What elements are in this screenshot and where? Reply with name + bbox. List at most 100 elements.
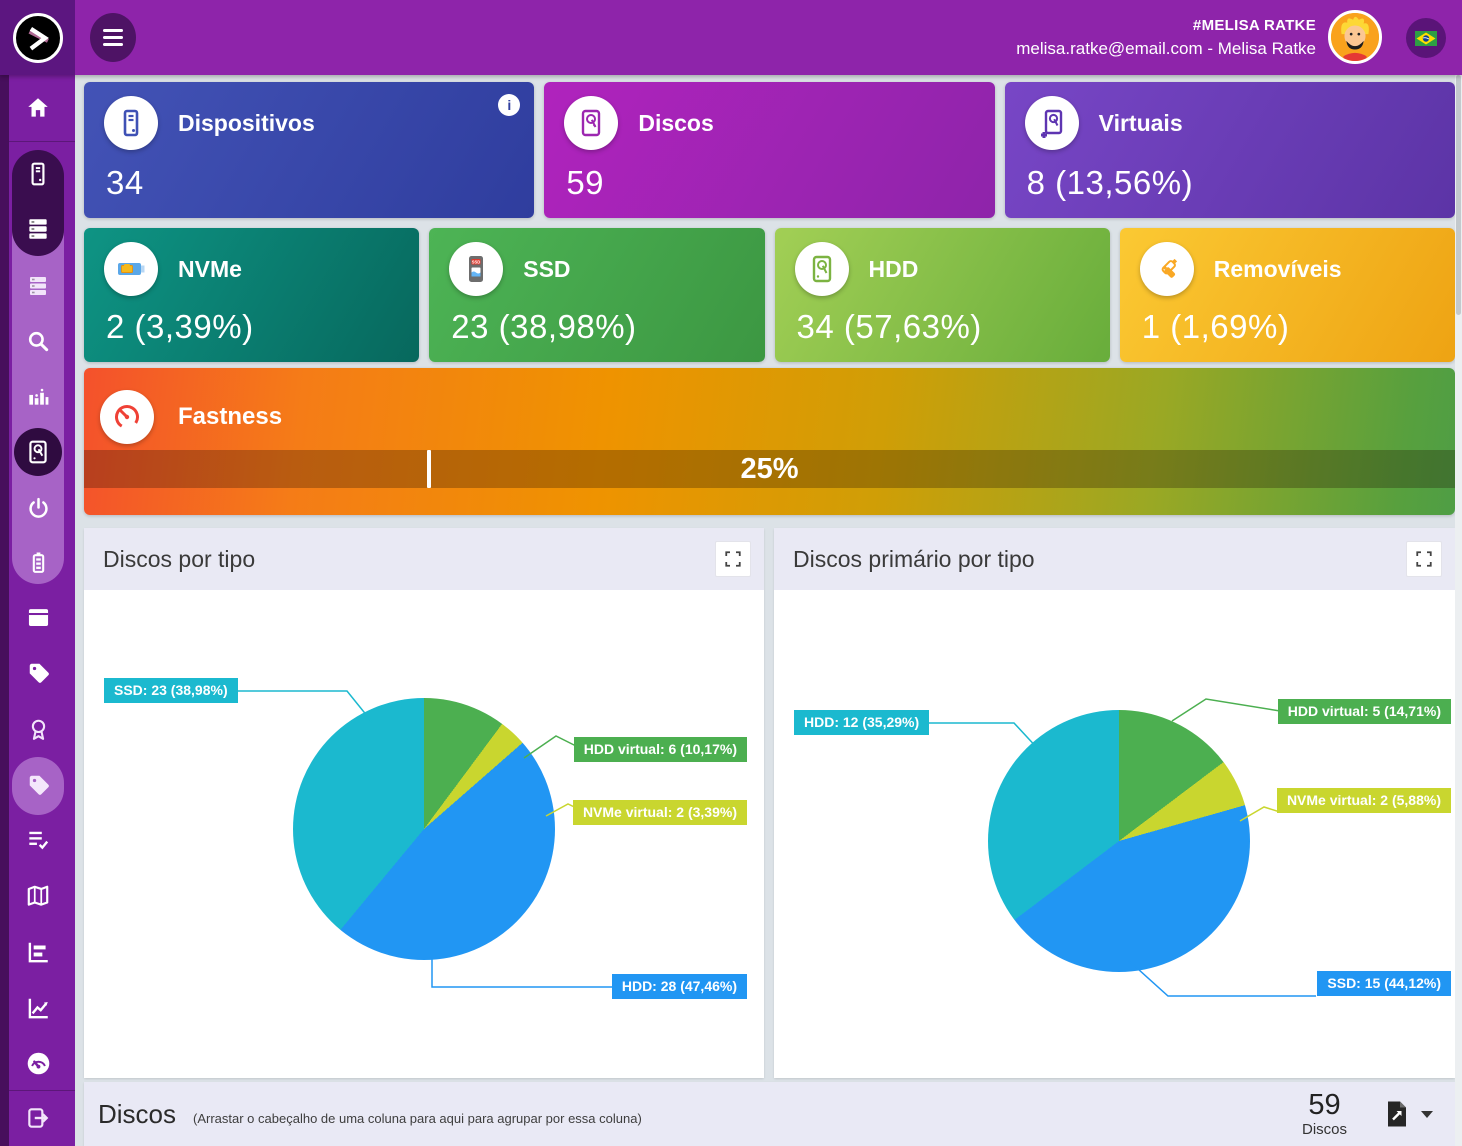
- pie-callout-nvme-virtual: NVMe virtual: 2 (3,39%): [572, 800, 747, 825]
- sidebar-item-devices[interactable]: [12, 154, 64, 194]
- panel-header: Discos por tipo: [84, 528, 764, 590]
- sidebar: [0, 75, 75, 1146]
- gauge-icon: [27, 1052, 49, 1074]
- device-tower-icon: [104, 96, 158, 150]
- sidebar-item-gauge[interactable]: [12, 1043, 64, 1083]
- card-value: 8 (13,56%): [1026, 164, 1194, 201]
- card-nvme[interactable]: NVMe 2 (3,39%): [84, 228, 420, 362]
- panel-title: Discos primário por tipo: [793, 545, 1035, 572]
- menu-toggle-button[interactable]: [90, 13, 136, 62]
- ssd-icon: SSD: [449, 242, 504, 296]
- export-dropdown-caret[interactable]: [1421, 1110, 1433, 1118]
- user-avatar[interactable]: [1328, 10, 1382, 64]
- sidebar-item-tasks[interactable]: [12, 820, 64, 860]
- user-name: #MELISA RATKE: [1192, 16, 1316, 34]
- sidebar-divider: [9, 141, 75, 142]
- export-file-icon: [1388, 1101, 1406, 1127]
- card-value: 34 (57,63%): [796, 308, 982, 345]
- sidebar-item-battery[interactable]: [12, 542, 64, 582]
- logout-icon: [28, 1108, 49, 1128]
- panel-discos-primario-por-tipo: Discos primário por tipo HDD: 12 (35,29%…: [774, 528, 1455, 1078]
- brazil-flag-icon: [1415, 30, 1437, 46]
- summary-cards-row-2: NVMe 2 (3,39%) SSD SSD 23 (38,98%): [84, 228, 1455, 362]
- sidebar-item-power[interactable]: [12, 488, 64, 528]
- sidebar-item-map[interactable]: [12, 876, 64, 916]
- sidebar-item-search[interactable]: [12, 321, 64, 361]
- topbar: #MELISA RATKE melisa.ratke@email.com - M…: [0, 0, 1462, 75]
- fastness-value: 25%: [740, 452, 799, 485]
- horizontal-bars-chart-icon: [28, 942, 48, 963]
- pie-callout-hdd-virtual: HDD virtual: 5 (14,71%): [1277, 699, 1451, 724]
- tag-icon: [29, 663, 49, 683]
- nvme-icon: [104, 242, 158, 296]
- logo-icon: [12, 12, 63, 63]
- export-control[interactable]: [1385, 1100, 1433, 1128]
- bar-chart-icon: [29, 388, 49, 405]
- fullscreen-icon: [1416, 551, 1432, 567]
- sidebar-item-tag-alt[interactable]: [12, 765, 64, 805]
- scrollbar-thumb[interactable]: [1456, 75, 1461, 315]
- server-stack-icon: [29, 219, 47, 239]
- pie-callout-hdd: HDD: 12 (35,29%): [794, 710, 930, 735]
- card-dispositivos[interactable]: Dispositivos 34 i: [84, 82, 535, 218]
- svg-text:SSD: SSD: [472, 259, 481, 264]
- group-by-hint[interactable]: (Arrastar o cabeçalho de uma coluna para…: [193, 1111, 642, 1126]
- card-value: 59: [566, 164, 605, 201]
- virtual-disk-icon: [1024, 96, 1079, 150]
- info-icon[interactable]: i: [498, 94, 521, 116]
- card-label: Discos: [638, 109, 714, 136]
- record-count: 59 Discos: [1302, 1089, 1347, 1138]
- panel-discos-por-tipo: Discos por tipo SSD: 23 (38,98%) HDD vir…: [84, 528, 764, 1078]
- battery-icon: [32, 552, 44, 573]
- card-value: 2 (3,39%): [106, 308, 254, 345]
- pie-chart-discos-primario[interactable]: [988, 710, 1250, 972]
- hdd-icon: [794, 242, 849, 296]
- sidebar-item-window[interactable]: [12, 597, 64, 637]
- card-label: Dispositivos: [178, 109, 315, 136]
- pie-chart-area: SSD: 23 (38,98%) HDD virtual: 6 (10,17%)…: [84, 590, 764, 1078]
- card-removiveis[interactable]: Removíveis 1 (1,69%): [1119, 228, 1455, 362]
- panel-title: Discos por tipo: [103, 545, 256, 572]
- sidebar-item-bar-chart[interactable]: [12, 932, 64, 972]
- sidebar-divider: [9, 1090, 75, 1091]
- sidebar-item-line-chart[interactable]: [12, 988, 64, 1028]
- fastness-panel[interactable]: Fastness 25%: [84, 368, 1455, 515]
- user-info: #MELISA RATKE melisa.ratke@email.com - M…: [1016, 0, 1316, 75]
- card-label: SSD: [523, 255, 571, 282]
- fastness-tick[interactable]: [426, 450, 431, 488]
- discos-table-header: Discos (Arrastar o cabeçalho de uma colu…: [84, 1082, 1455, 1146]
- panel-header: Discos primário por tipo: [774, 528, 1455, 590]
- sidebar-item-certificate[interactable]: [12, 709, 64, 749]
- sidebar-item-statistics[interactable]: [12, 376, 64, 416]
- expand-button[interactable]: [1406, 541, 1442, 577]
- main-content: Dispositivos 34 i Discos 59: [75, 75, 1462, 1146]
- sidebar-submenu-highlight: [12, 198, 64, 584]
- card-label: Virtuais: [1098, 109, 1183, 136]
- pie-callout-ssd: SSD: 23 (38,98%): [104, 678, 238, 703]
- card-hdd[interactable]: HDD 34 (57,63%): [774, 228, 1110, 362]
- language-flag-button[interactable]: [1406, 18, 1446, 58]
- expand-button[interactable]: [715, 541, 751, 577]
- record-count-value: 59: [1308, 1089, 1341, 1122]
- fullscreen-icon: [725, 551, 741, 567]
- fastness-progress-band: 25%: [84, 450, 1455, 488]
- speedometer-icon: [100, 390, 154, 444]
- window-icon: [28, 608, 48, 626]
- pie-callout-ssd: SSD: 15 (44,12%): [1317, 971, 1451, 996]
- app-logo[interactable]: [0, 0, 75, 75]
- device-tower-icon: [31, 162, 45, 186]
- pie-callout-hdd: HDD: 28 (47,46%): [611, 974, 747, 999]
- pie-chart-discos-por-tipo[interactable]: [293, 698, 555, 960]
- card-virtuais[interactable]: Virtuais 8 (13,56%): [1004, 82, 1455, 218]
- card-value: 34: [106, 164, 144, 201]
- sidebar-item-disks-list[interactable]: [12, 266, 64, 306]
- sidebar-item-home[interactable]: [12, 88, 64, 128]
- sidebar-item-tag[interactable]: [12, 653, 64, 693]
- sidebar-item-disks[interactable]: [12, 209, 64, 249]
- card-discos[interactable]: Discos 59: [544, 82, 995, 218]
- sidebar-item-disk-active[interactable]: [12, 432, 64, 472]
- sidebar-item-logout[interactable]: [12, 1098, 64, 1138]
- card-ssd[interactable]: SSD SSD 23 (38,98%): [429, 228, 765, 362]
- vertical-scrollbar[interactable]: [1455, 75, 1462, 1146]
